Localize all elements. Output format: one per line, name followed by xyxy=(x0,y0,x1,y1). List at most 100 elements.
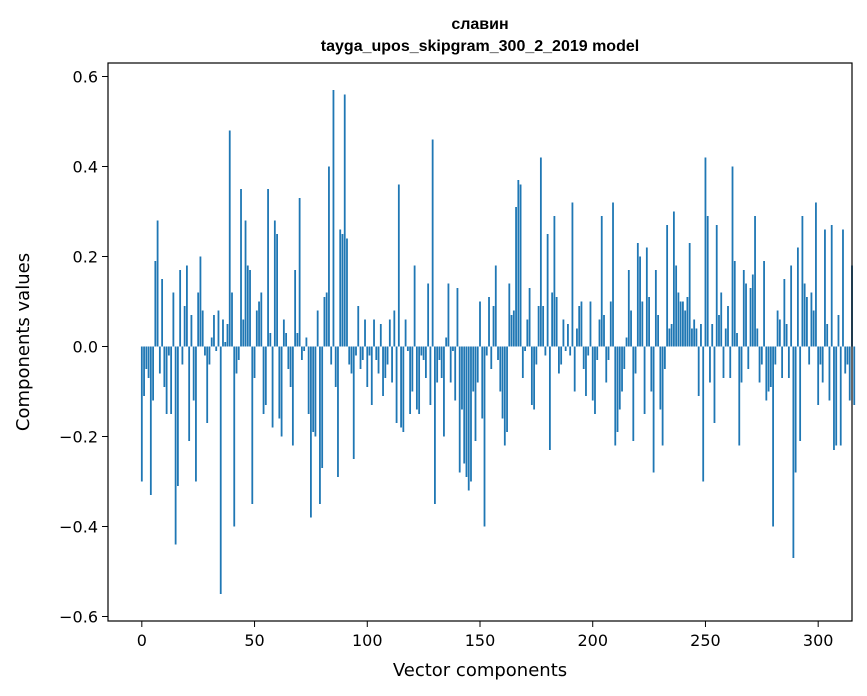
bar xyxy=(395,346,398,423)
bar xyxy=(715,225,718,347)
bar xyxy=(291,346,294,446)
bar xyxy=(152,346,154,401)
y-tick-label: 0.0 xyxy=(73,338,98,357)
y-tick-label: −0.2 xyxy=(59,428,98,447)
bar xyxy=(810,292,813,347)
bar xyxy=(350,346,353,374)
bar xyxy=(585,346,587,396)
bar xyxy=(192,346,195,401)
chart-title: славин xyxy=(451,16,508,33)
bar xyxy=(497,346,499,360)
bar xyxy=(627,270,630,347)
bar xyxy=(580,301,583,347)
bar xyxy=(249,270,251,347)
x-tick-label: 0 xyxy=(137,631,147,650)
bar xyxy=(298,198,301,347)
bar xyxy=(760,346,763,365)
bar xyxy=(609,301,612,347)
bar xyxy=(215,346,218,351)
bar xyxy=(652,346,655,473)
bar xyxy=(165,346,168,414)
bar xyxy=(388,319,391,347)
bar xyxy=(330,346,333,365)
bar xyxy=(323,297,326,347)
bar xyxy=(521,346,524,378)
bar xyxy=(569,346,572,356)
bar xyxy=(269,333,272,347)
bar xyxy=(733,261,736,347)
bar xyxy=(826,324,829,347)
bar xyxy=(722,346,725,378)
bar xyxy=(316,310,319,347)
bar xyxy=(366,346,369,387)
bar xyxy=(830,225,833,347)
bar xyxy=(731,166,734,347)
bar xyxy=(792,346,795,558)
bar xyxy=(310,346,312,518)
bar xyxy=(562,319,565,347)
bar xyxy=(332,90,335,347)
bar xyxy=(461,346,463,410)
bar xyxy=(217,310,220,347)
bar xyxy=(445,337,448,347)
bar xyxy=(727,306,729,347)
bar xyxy=(796,247,799,347)
bar xyxy=(379,324,382,347)
bar xyxy=(695,328,698,347)
bar xyxy=(539,157,542,347)
bar xyxy=(666,225,669,347)
bar xyxy=(560,346,563,365)
bar xyxy=(641,301,644,347)
bar xyxy=(706,216,709,347)
bar xyxy=(645,247,648,347)
bar xyxy=(844,346,847,374)
bar xyxy=(424,346,427,378)
bar xyxy=(195,346,197,482)
bar xyxy=(686,297,689,347)
bar xyxy=(210,337,213,347)
bar xyxy=(821,346,824,383)
bar xyxy=(158,346,161,374)
bar xyxy=(463,346,466,464)
bar xyxy=(623,346,626,369)
bar xyxy=(355,346,357,356)
bar xyxy=(542,306,545,347)
bar xyxy=(756,328,759,347)
bar xyxy=(839,346,842,446)
bar xyxy=(481,346,484,419)
bar xyxy=(246,265,249,347)
bar xyxy=(303,346,306,351)
bar xyxy=(377,346,380,374)
bar xyxy=(204,346,206,356)
bar xyxy=(397,184,400,347)
bar xyxy=(724,328,727,347)
bar xyxy=(240,189,242,347)
ticks-group: 0 50 100 150 200 250 300 −0.6 −0.4 −0.2 0.0 0.2 0.4 0… xyxy=(59,68,833,651)
bar xyxy=(576,328,578,347)
bar xyxy=(314,346,317,437)
bar xyxy=(276,234,278,347)
bar xyxy=(188,346,191,441)
bar xyxy=(765,346,768,401)
bar xyxy=(621,346,623,392)
bar xyxy=(483,346,486,527)
bar xyxy=(499,346,502,392)
bar xyxy=(456,288,459,347)
bar xyxy=(231,292,233,347)
bar xyxy=(348,346,351,365)
bar xyxy=(271,346,274,428)
bar xyxy=(149,346,152,495)
bar xyxy=(420,346,423,356)
bar xyxy=(697,346,700,396)
bar xyxy=(736,333,738,347)
bar xyxy=(140,346,143,482)
bar xyxy=(413,265,416,347)
bar xyxy=(594,346,596,414)
bar xyxy=(564,346,567,351)
bar xyxy=(181,346,184,365)
bar xyxy=(285,333,288,347)
bar xyxy=(183,306,186,347)
bar xyxy=(812,310,815,347)
bar xyxy=(808,346,811,365)
bar xyxy=(853,346,856,405)
